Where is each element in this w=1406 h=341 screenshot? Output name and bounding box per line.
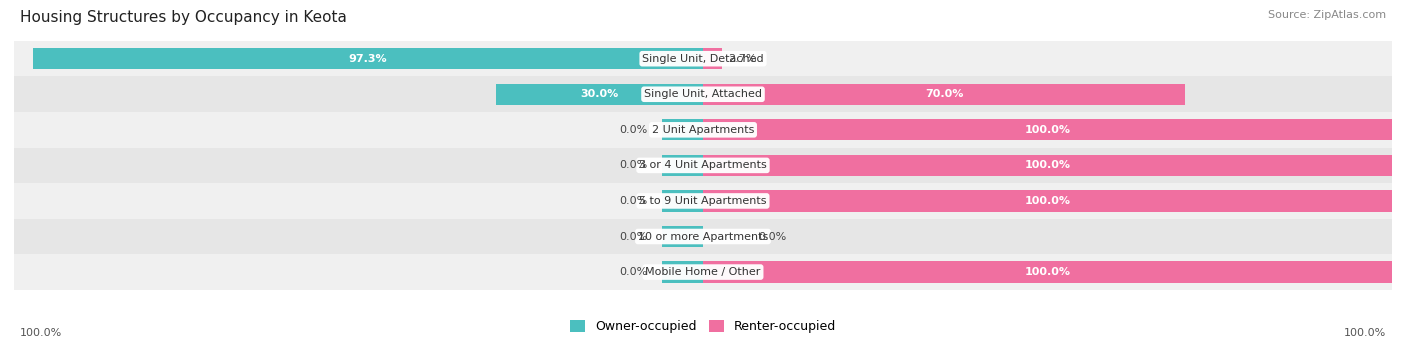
Text: 2 Unit Apartments: 2 Unit Apartments: [652, 125, 754, 135]
Bar: [662, 262, 703, 283]
Text: 0.0%: 0.0%: [620, 196, 648, 206]
Text: 100.0%: 100.0%: [1025, 267, 1070, 277]
Bar: [662, 190, 703, 212]
Bar: [703, 84, 1185, 105]
Text: 100.0%: 100.0%: [1344, 328, 1386, 338]
Text: Housing Structures by Occupancy in Keota: Housing Structures by Occupancy in Keota: [20, 10, 346, 25]
Bar: [703, 119, 1392, 140]
Bar: [14, 76, 1392, 112]
Bar: [32, 48, 703, 69]
Text: 3 or 4 Unit Apartments: 3 or 4 Unit Apartments: [640, 160, 766, 170]
Bar: [496, 84, 703, 105]
Bar: [703, 155, 1392, 176]
Bar: [14, 148, 1392, 183]
Text: 70.0%: 70.0%: [925, 89, 963, 99]
Text: 100.0%: 100.0%: [1025, 196, 1070, 206]
Text: 10 or more Apartments: 10 or more Apartments: [638, 232, 768, 241]
Text: Single Unit, Attached: Single Unit, Attached: [644, 89, 762, 99]
Bar: [14, 183, 1392, 219]
Text: 97.3%: 97.3%: [349, 54, 387, 64]
Text: Source: ZipAtlas.com: Source: ZipAtlas.com: [1268, 10, 1386, 20]
Bar: [14, 41, 1392, 76]
Text: 0.0%: 0.0%: [620, 160, 648, 170]
Bar: [662, 226, 703, 247]
Text: 30.0%: 30.0%: [581, 89, 619, 99]
Text: 0.0%: 0.0%: [620, 125, 648, 135]
Bar: [14, 254, 1392, 290]
Text: 100.0%: 100.0%: [1025, 160, 1070, 170]
Text: 2.7%: 2.7%: [728, 54, 756, 64]
Text: Single Unit, Detached: Single Unit, Detached: [643, 54, 763, 64]
Text: 5 to 9 Unit Apartments: 5 to 9 Unit Apartments: [640, 196, 766, 206]
Bar: [703, 48, 721, 69]
Bar: [14, 219, 1392, 254]
Legend: Owner-occupied, Renter-occupied: Owner-occupied, Renter-occupied: [565, 315, 841, 338]
Bar: [662, 119, 703, 140]
Bar: [703, 262, 1392, 283]
Text: 100.0%: 100.0%: [20, 328, 62, 338]
Text: 0.0%: 0.0%: [620, 232, 648, 241]
Bar: [703, 190, 1392, 212]
Bar: [14, 112, 1392, 148]
Text: 100.0%: 100.0%: [1025, 125, 1070, 135]
Text: 0.0%: 0.0%: [620, 267, 648, 277]
Bar: [662, 155, 703, 176]
Text: 0.0%: 0.0%: [758, 232, 786, 241]
Text: Mobile Home / Other: Mobile Home / Other: [645, 267, 761, 277]
